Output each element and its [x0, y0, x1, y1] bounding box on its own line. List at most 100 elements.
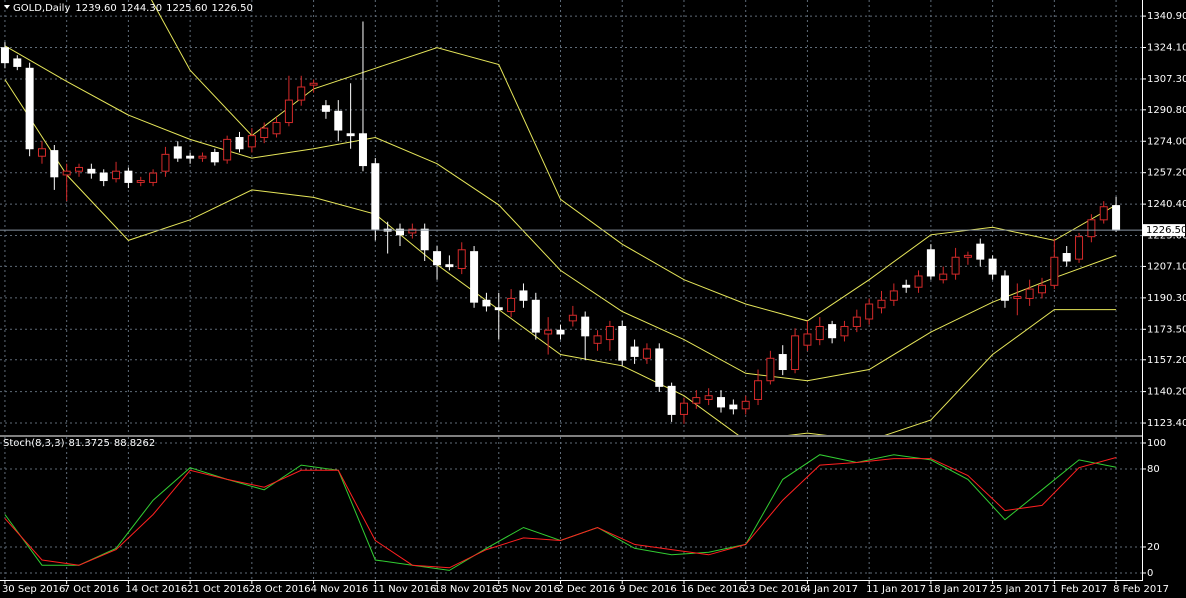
band-line [4, 79, 1117, 435]
candle-body [457, 249, 466, 269]
candle-body [889, 290, 898, 301]
candle-body [272, 122, 281, 135]
candle-body [210, 151, 219, 163]
x-tick-label: 30 Sep 2016 [2, 584, 65, 595]
candle-body [778, 354, 787, 371]
y-tick-label: 1307.30 [1147, 74, 1186, 85]
x-tick-label: 11 Jan 2017 [866, 584, 926, 595]
candle-body [679, 402, 688, 415]
x-tick-label: 25 Jan 2017 [990, 584, 1050, 595]
axis-layer: 1340.90 1324.10 1307.30 1290.80 1274.00 1257.… [0, 11, 1186, 595]
candle-body [741, 400, 750, 410]
y-tick-label: 1257.20 [1147, 168, 1186, 179]
candle-body [568, 314, 577, 322]
candle-body [963, 254, 972, 258]
y-tick-label: 1290.80 [1147, 105, 1186, 116]
last-price-label: 1226.50 [1146, 225, 1186, 236]
candle-body [519, 290, 528, 301]
symbol: GOLD,Daily [13, 3, 70, 14]
candle-body [581, 316, 590, 337]
x-tick-label: 2 Dec 2016 [558, 584, 616, 595]
candle-body [1000, 275, 1009, 301]
candle-body [667, 385, 676, 415]
candle-body [877, 299, 886, 309]
candle-body [976, 243, 985, 260]
candle-body [445, 264, 454, 268]
candle-body [13, 58, 22, 67]
x-tick-label: 21 Oct 2016 [187, 584, 249, 595]
y-tick-label: 1157.20 [1147, 355, 1186, 366]
candle-body [692, 397, 701, 404]
x-tick-label: 9 Dec 2016 [619, 584, 677, 595]
stoch-header: Stoch(8,3,3) 81.3725 88.8262 [3, 438, 155, 449]
y-tick-label: 80 [1147, 464, 1160, 475]
candle-body [297, 86, 306, 101]
y-tick-label: 1123.40 [1147, 418, 1186, 429]
main-plot [0, 0, 1121, 435]
candle-body [951, 256, 960, 275]
candle-body [247, 135, 256, 148]
candle-body [1112, 205, 1121, 231]
candle-body [828, 324, 837, 339]
candle-body [309, 82, 318, 86]
candle-body [482, 299, 491, 307]
candle-body [124, 170, 133, 183]
x-tick-label: 25 Nov 2016 [496, 584, 560, 595]
candle-body [1062, 253, 1071, 262]
candle-body [198, 155, 207, 159]
x-tick-label: 8 Feb 2017 [1113, 584, 1169, 595]
candle-body [704, 395, 713, 400]
x-tick-label: 11 Nov 2016 [372, 584, 436, 595]
candle-body [642, 348, 651, 359]
y-tick-label: 0 [1147, 568, 1153, 579]
candle-body [62, 170, 71, 176]
candle-body [37, 148, 46, 157]
candle-body [766, 357, 775, 382]
grid-layer [0, 0, 1142, 580]
x-tick-label: 4 Jan 2017 [804, 584, 858, 595]
candle-body [284, 99, 293, 124]
candle-body [852, 316, 861, 327]
candle-body [173, 146, 182, 159]
candle-body [507, 297, 516, 313]
candle-body [914, 275, 923, 288]
candle-body [1013, 296, 1022, 299]
open-label: 1239.60 [75, 3, 116, 14]
candle-body [470, 251, 479, 303]
candle-body [334, 110, 343, 131]
y-tick-label: 100 [1147, 438, 1166, 449]
indicator-name: Stoch(8,3,3) [3, 438, 65, 449]
candle-body [939, 273, 948, 281]
candle-body [235, 137, 244, 150]
y-tick-label: 1173.50 [1147, 324, 1186, 335]
candle-body [358, 133, 367, 167]
x-tick-label: 23 Dec 2016 [743, 584, 807, 595]
x-tick-label: 14 Oct 2016 [125, 584, 187, 595]
band-line [4, 45, 1117, 382]
candle-body [25, 67, 34, 150]
candle-body [112, 170, 121, 180]
x-tick-label: 18 Jan 2017 [928, 584, 988, 595]
y-tick-label: 1240.40 [1147, 199, 1186, 210]
candle-body [136, 180, 145, 183]
y-tick-label: 1207.10 [1147, 261, 1186, 272]
candle-body [655, 348, 664, 387]
candle-body [605, 325, 614, 341]
candle-body [1087, 219, 1096, 238]
candle-body [408, 228, 417, 234]
candle-body [494, 307, 503, 311]
candle-body [1037, 284, 1046, 294]
x-tick-label: 7 Oct 2016 [64, 584, 119, 595]
y-tick-label: 1140.20 [1147, 387, 1186, 398]
candle-body [630, 346, 639, 357]
header-icon [4, 5, 10, 9]
candle-body [396, 228, 405, 236]
x-tick-label: 28 Oct 2016 [249, 584, 311, 595]
candle-body [926, 249, 935, 277]
candle-body [1099, 206, 1108, 221]
k-label: 81.3725 [68, 438, 109, 449]
candle-body [433, 251, 442, 266]
close-label: 1226.50 [211, 3, 252, 14]
candle-body [260, 127, 269, 139]
